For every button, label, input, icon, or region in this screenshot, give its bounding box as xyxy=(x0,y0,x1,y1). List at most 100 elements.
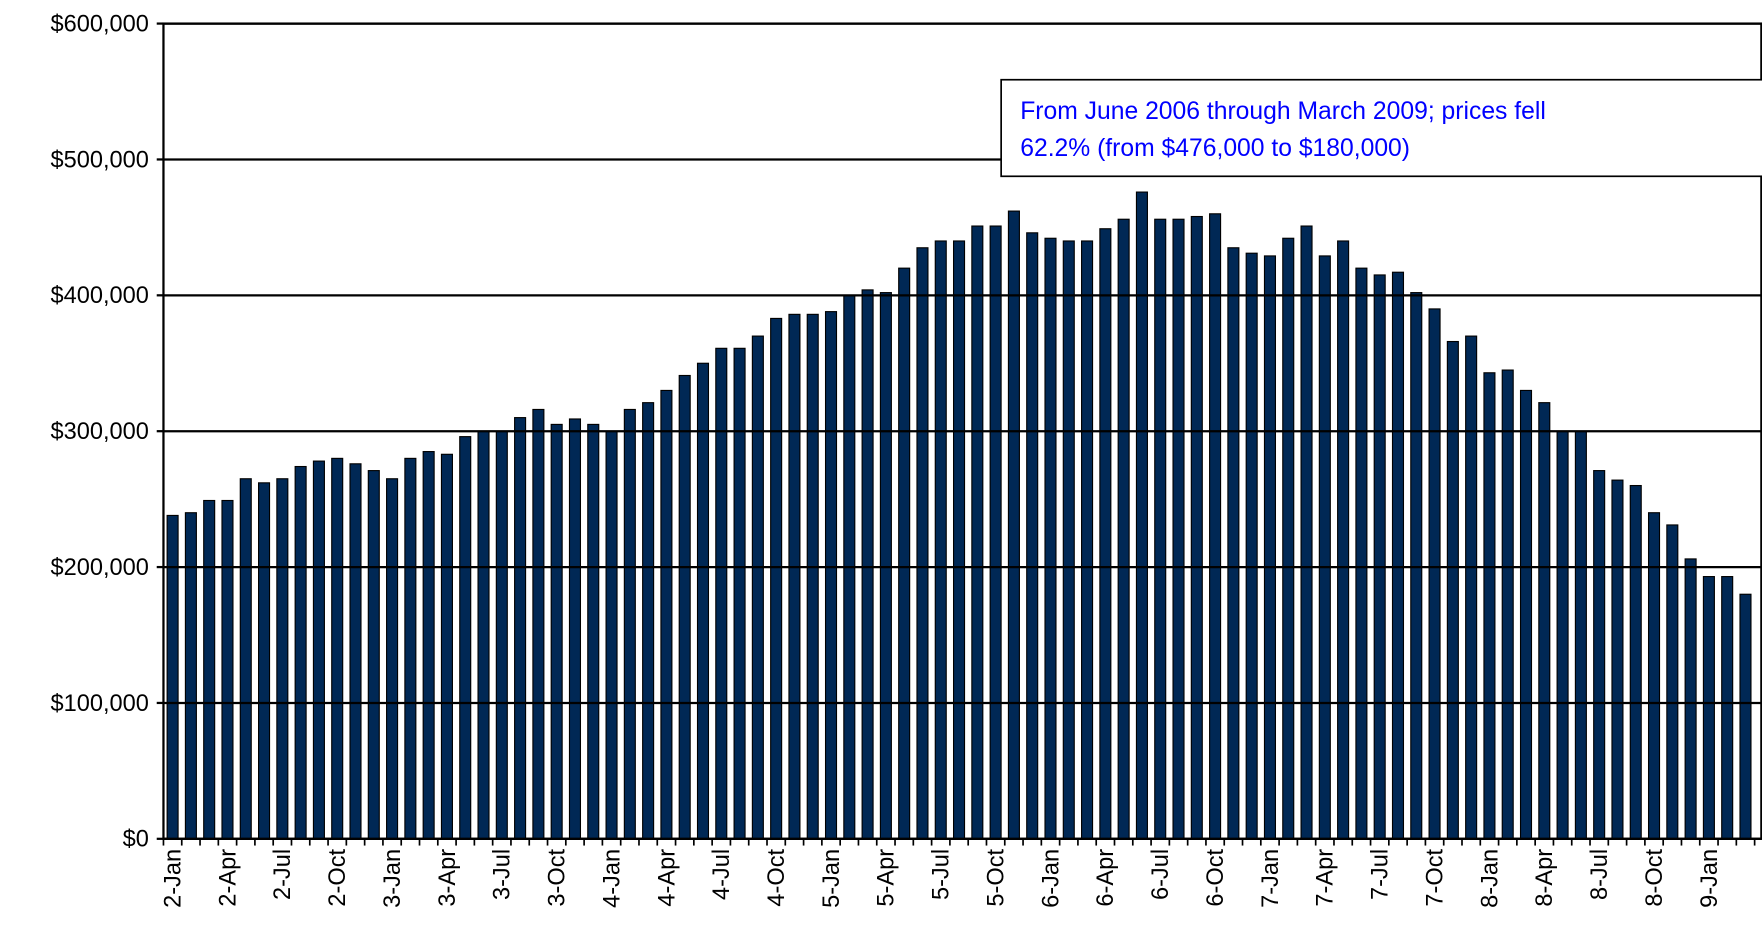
bar xyxy=(1647,512,1661,840)
bar xyxy=(312,460,325,840)
bar xyxy=(294,465,307,840)
bar xyxy=(788,313,801,840)
bar xyxy=(715,347,728,840)
y-tick-label: $300,000 xyxy=(51,418,149,444)
bar xyxy=(660,389,673,840)
bar xyxy=(934,240,947,840)
x-tick-label: 2-Oct xyxy=(324,848,350,906)
bar xyxy=(696,362,710,840)
bar xyxy=(879,292,892,840)
bars xyxy=(166,191,1752,840)
x-tick-label: 8-Jul xyxy=(1586,849,1612,900)
bar xyxy=(1666,524,1679,840)
bar xyxy=(276,478,289,840)
x-tick-label: 7-Oct xyxy=(1421,848,1447,906)
bar xyxy=(1465,335,1478,840)
bar xyxy=(1154,218,1167,840)
bar xyxy=(386,478,399,840)
bar xyxy=(1556,430,1569,840)
bar xyxy=(203,499,216,840)
x-tick-label: 6-Jan xyxy=(1037,849,1063,908)
bar xyxy=(1611,479,1624,840)
bar xyxy=(1062,240,1075,840)
bar xyxy=(916,247,929,840)
bar xyxy=(1081,240,1094,840)
bar xyxy=(605,430,618,840)
bar xyxy=(495,430,508,840)
x-tick-label: 5-Jan xyxy=(818,849,844,908)
bar xyxy=(349,463,362,840)
bar xyxy=(568,418,582,840)
x-tick-label: 8-Jan xyxy=(1476,849,1502,908)
bar xyxy=(258,482,271,840)
bar xyxy=(1721,576,1734,840)
y-tick-label: $600,000 xyxy=(51,10,149,36)
bar xyxy=(1245,252,1258,840)
bar xyxy=(221,499,234,840)
bar xyxy=(971,225,984,840)
bar xyxy=(642,402,655,840)
x-tick-label: 7-Jan xyxy=(1257,849,1283,908)
x-tick-label: 7-Apr xyxy=(1312,849,1338,907)
bar xyxy=(1446,340,1459,840)
x-tick-label: 9-Jan xyxy=(1696,849,1722,908)
x-tick-label: 3-Oct xyxy=(544,848,570,906)
y-tick-label: $200,000 xyxy=(51,554,149,580)
bar xyxy=(550,423,563,840)
bar xyxy=(952,240,966,840)
bar xyxy=(824,311,838,840)
bar xyxy=(184,512,197,840)
bar xyxy=(1739,593,1752,840)
x-tick-label: 4-Apr xyxy=(653,849,679,907)
x-tick-label: 2-Jan xyxy=(159,849,185,908)
bar xyxy=(1026,232,1039,840)
x-tick-label: 6-Jul xyxy=(1147,849,1173,900)
bar xyxy=(623,408,636,840)
bar xyxy=(1574,430,1587,840)
bar xyxy=(1501,369,1514,840)
bar xyxy=(1263,255,1277,840)
bar xyxy=(404,457,417,840)
bar xyxy=(1227,247,1240,840)
bar xyxy=(166,514,179,840)
x-tick-label: 6-Apr xyxy=(1092,849,1118,907)
bar xyxy=(1629,484,1642,840)
x-tick-label: 2-Apr xyxy=(214,849,240,907)
x-tick-label: 6-Oct xyxy=(1202,848,1228,906)
bar xyxy=(440,453,453,840)
bar xyxy=(1684,558,1697,840)
y-tick-label: $500,000 xyxy=(51,146,149,172)
bar xyxy=(331,457,344,840)
bar xyxy=(1337,240,1350,840)
bar xyxy=(367,470,380,840)
bar xyxy=(459,436,472,840)
x-tick-label: 5-Jul xyxy=(928,849,954,900)
bar xyxy=(751,335,764,840)
x-tick-label: 7-Jul xyxy=(1367,849,1393,900)
bar xyxy=(1172,218,1185,840)
x-tick-label: 5-Oct xyxy=(982,848,1008,906)
x-tick-label: 4-Jan xyxy=(598,849,624,908)
x-tick-label: 2-Jul xyxy=(269,849,295,900)
x-tick-label: 3-Jul xyxy=(489,849,515,900)
bar xyxy=(1593,470,1606,840)
bar xyxy=(1318,255,1331,840)
x-tick-label: 4-Jul xyxy=(708,849,734,900)
bar xyxy=(733,347,746,840)
bar xyxy=(1428,308,1441,840)
bar xyxy=(239,478,252,840)
bar xyxy=(1117,218,1130,840)
bar xyxy=(861,289,874,840)
y-tick-label: $400,000 xyxy=(51,282,149,308)
bar xyxy=(477,430,490,840)
x-tick-label: 3-Jan xyxy=(379,849,405,908)
y-tick-label: $0 xyxy=(123,826,149,852)
bar xyxy=(422,451,435,840)
annotation-line: 62.2% (from $476,000 to $180,000) xyxy=(1020,135,1410,162)
bar xyxy=(770,317,783,840)
x-tick-label: 8-Apr xyxy=(1531,849,1557,907)
bar xyxy=(1190,215,1203,840)
x-tick-label: 8-Oct xyxy=(1641,848,1667,906)
bar xyxy=(1282,237,1295,840)
